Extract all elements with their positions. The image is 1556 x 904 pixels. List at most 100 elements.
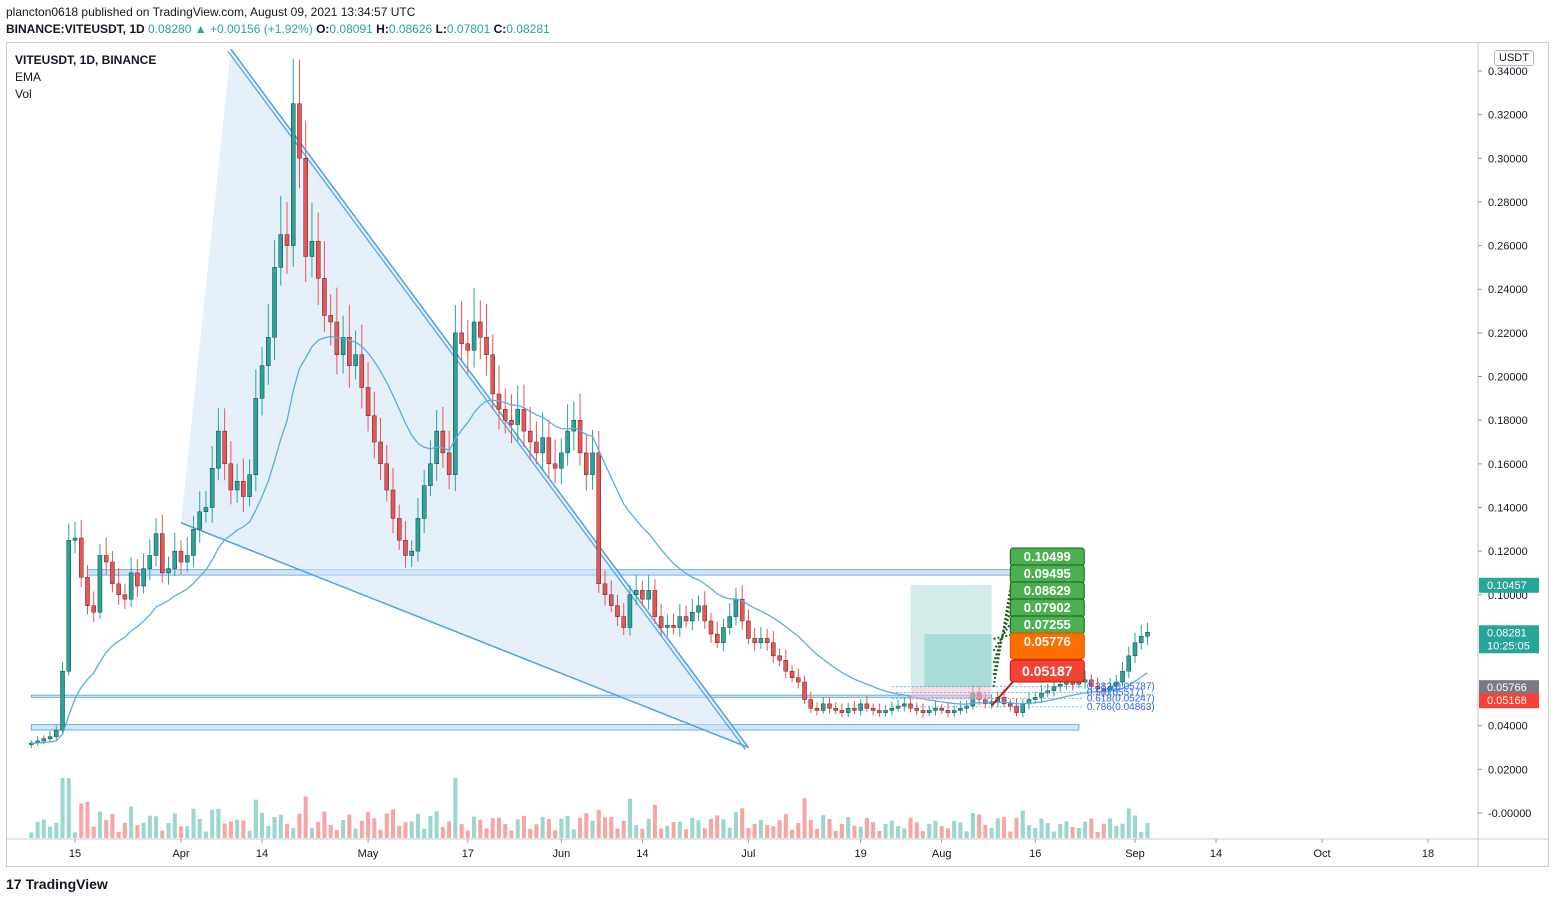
volume-bar <box>746 828 751 838</box>
candle-body <box>602 583 608 595</box>
volume-bar <box>135 825 140 838</box>
volume-bar <box>297 813 302 838</box>
candle-body <box>484 337 489 355</box>
candle-body <box>852 708 857 711</box>
candle-body <box>515 409 520 425</box>
volume-bar <box>652 804 657 838</box>
volume-bar <box>896 826 901 838</box>
candle-body <box>802 681 807 700</box>
volume-bar <box>160 830 165 838</box>
volume-bar <box>253 799 258 838</box>
volume-bar <box>322 811 327 838</box>
volume-bar <box>147 815 152 838</box>
volume-bar <box>515 819 520 838</box>
candle-body <box>1101 688 1107 691</box>
candle-body <box>1039 692 1044 698</box>
volume-bar <box>1033 828 1038 838</box>
candle-body <box>340 337 346 355</box>
volume-bar <box>509 830 514 838</box>
volume-bar <box>634 825 639 838</box>
candle-body <box>690 612 695 622</box>
candle-body <box>933 708 938 711</box>
legend-ema[interactable]: EMA <box>15 70 42 84</box>
volume-bar <box>478 819 483 838</box>
fib-level-label: 0.618(0.05247) <box>1087 693 1155 704</box>
candle-body <box>821 703 826 711</box>
volume-bar <box>1070 827 1075 838</box>
candle-body <box>110 561 115 585</box>
volume-bar <box>727 827 732 838</box>
volume-bar <box>964 831 969 838</box>
entry-label-text: 0.05776 <box>1024 634 1071 649</box>
candle-body <box>739 598 745 622</box>
x-tick-label: Aug <box>932 848 952 860</box>
candle-body <box>72 537 78 541</box>
candle-body <box>1001 697 1007 705</box>
fib-level-label: 0.786(0.04863) <box>1087 702 1155 713</box>
candle-body <box>440 430 446 454</box>
volume-bar <box>1095 831 1100 838</box>
y-tick-label: 0.22000 <box>1488 328 1528 340</box>
volume-bar <box>129 806 134 838</box>
candle-body <box>1120 670 1125 683</box>
price-axis-tag-text: 0.05168 <box>1487 695 1527 707</box>
candle-body <box>908 703 913 709</box>
candle-body <box>789 670 795 678</box>
volume-bar <box>827 819 832 838</box>
volume-bar <box>858 826 863 838</box>
candle-body <box>552 463 558 469</box>
volume-bar <box>384 813 389 838</box>
volume-bar <box>790 829 795 838</box>
x-tick-label: 14 <box>256 848 268 860</box>
volume-bar <box>228 821 233 838</box>
volume-bar <box>839 824 844 838</box>
volume-bar <box>646 818 651 838</box>
volume-bar <box>316 821 321 838</box>
target-label-text: 0.07902 <box>1024 600 1071 615</box>
volume-bar <box>696 820 701 838</box>
tradingview-logo[interactable]: 17 TradingView <box>6 876 108 892</box>
candle-body <box>615 605 620 617</box>
volume-bar <box>553 830 558 838</box>
volume-bar <box>247 830 252 838</box>
volume-bar <box>353 828 358 838</box>
candle-body <box>864 703 870 709</box>
ema-line <box>31 335 1148 744</box>
volume-bar <box>684 829 689 838</box>
volume-bar <box>235 819 240 838</box>
volume-bar <box>1132 815 1138 838</box>
currency-unit-badge[interactable]: USDT <box>1494 50 1534 66</box>
publisher-line: plancton0618 published on TradingView.co… <box>6 5 416 19</box>
legend-symbol[interactable]: VITEUSDT, 1D, BINANCE <box>15 53 157 67</box>
high-value: 0.08626 <box>388 22 433 36</box>
volume-bar <box>328 824 333 838</box>
candle-body <box>291 103 296 246</box>
legend-vol[interactable]: Vol <box>15 87 32 101</box>
chart-frame[interactable] <box>6 42 1549 867</box>
volume-bar <box>154 816 159 838</box>
candle-body <box>858 703 863 711</box>
volume-bar <box>1089 818 1094 838</box>
volume-bar <box>85 801 90 838</box>
volume-bar <box>97 811 102 838</box>
volume-bar <box>920 831 926 838</box>
candle-body <box>278 234 283 268</box>
volume-bar <box>372 818 377 838</box>
volume-bar <box>66 778 71 838</box>
candle-body <box>814 708 820 711</box>
candle-body <box>1126 655 1131 672</box>
candle-body <box>559 452 564 469</box>
volume-bar <box>210 809 215 838</box>
candle-body <box>415 518 421 552</box>
candle-body <box>153 533 159 556</box>
volume-bar <box>178 826 184 838</box>
candle-body <box>1045 690 1050 694</box>
candle-body <box>197 511 202 530</box>
candle-body <box>359 354 365 388</box>
candle-body <box>771 642 776 657</box>
volume-bar <box>989 828 994 838</box>
open-label: O: <box>316 22 330 36</box>
volume-bar <box>995 818 1000 838</box>
y-tick-label: 0.30000 <box>1488 153 1528 165</box>
